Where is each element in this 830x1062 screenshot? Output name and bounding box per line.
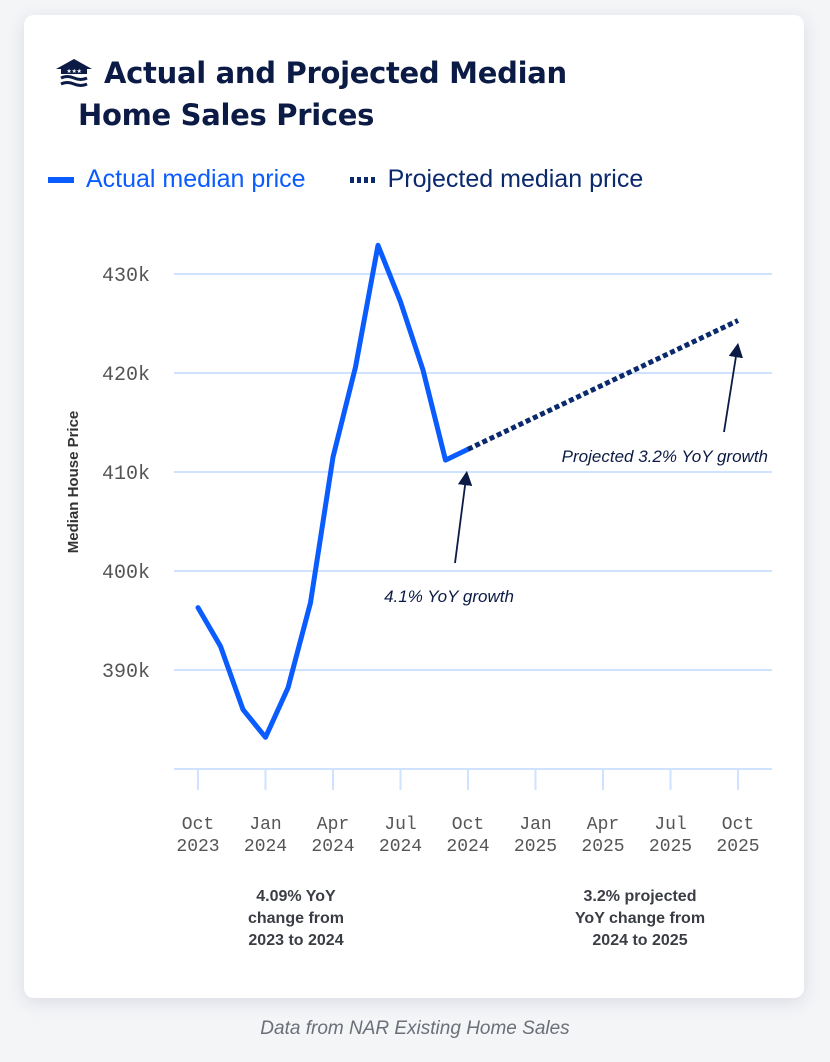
annotation-text: 4.1% YoY growth [384,587,514,606]
x-tick-label: Oct [722,815,754,835]
note-right: 3.2% projected YoY change from 2024 to 2… [540,886,740,952]
title-line-1: Actual and Projected Median [104,56,567,90]
x-tick-label: Jul [654,815,686,835]
note-line: 3.2% projected [583,888,697,905]
x-tick-label: Oct [452,815,484,835]
legend-swatch-solid [48,176,74,183]
legend-label: Actual median price [86,165,306,193]
note-line: 2023 to 2024 [248,932,344,949]
note-line: 4.09% YoY [256,888,336,905]
x-tick-label: Apr [317,815,349,835]
source-caption: Data from NAR Existing Home Sales [260,1018,570,1039]
annotation-arrow [723,342,743,433]
chart-card [24,15,804,998]
x-tick-label: Jan [519,815,551,835]
x-tick-label: Jul [384,815,416,835]
legend-item-projected: Projected median price [349,165,644,194]
x-tick-label: 2024 [311,837,354,857]
legend: Actual median price Projected median pri… [48,165,643,194]
svg-text:★★★: ★★★ [66,68,81,75]
x-tick-label: Apr [587,815,619,835]
title-line-2: Home Sales Prices [78,98,375,132]
x-tick-label: 2023 [176,837,219,857]
note-line: change from [247,910,344,927]
x-tick-label: Oct [182,815,214,835]
x-tick-label: 2025 [649,837,692,857]
y-tick-label: 430k [102,265,150,288]
x-tick-label: Jan [249,815,281,835]
note-line: 2024 to 2025 [592,932,688,949]
actual-series-line [195,242,471,740]
y-tick-label: 410k [102,463,150,486]
legend-label: Projected median price [387,165,644,193]
x-tick-label: 2025 [716,837,759,857]
x-tick-label: 2024 [446,837,489,857]
y-tick-label: 400k [102,562,150,585]
x-tick-label: 2024 [379,837,422,857]
legend-swatch-dotted [349,176,376,183]
annotation-arrow [454,470,473,564]
y-tick-label: 420k [102,364,150,387]
legend-item-actual: Actual median price [48,165,306,194]
y-axis-label: Median House Price [65,411,82,554]
projected-series-line [466,318,740,452]
annotation-text: Projected 3.2% YoY growth [562,447,768,466]
note-left: 4.09% YoY change from 2023 to 2024 [196,886,396,952]
note-line: YoY change from [574,910,706,927]
house-stars-icon: ★★★ [56,59,92,87]
x-tick-label: 2025 [514,837,557,857]
x-tick-label: 2024 [244,837,287,857]
x-tick-label: 2025 [581,837,624,857]
line-chart: 390k400k410k420k430kOct2023Jan2024Apr202… [65,242,772,857]
chart-title: ★★★ Actual and Projected Median Home Sal… [54,52,654,136]
y-tick-label: 390k [102,661,150,684]
